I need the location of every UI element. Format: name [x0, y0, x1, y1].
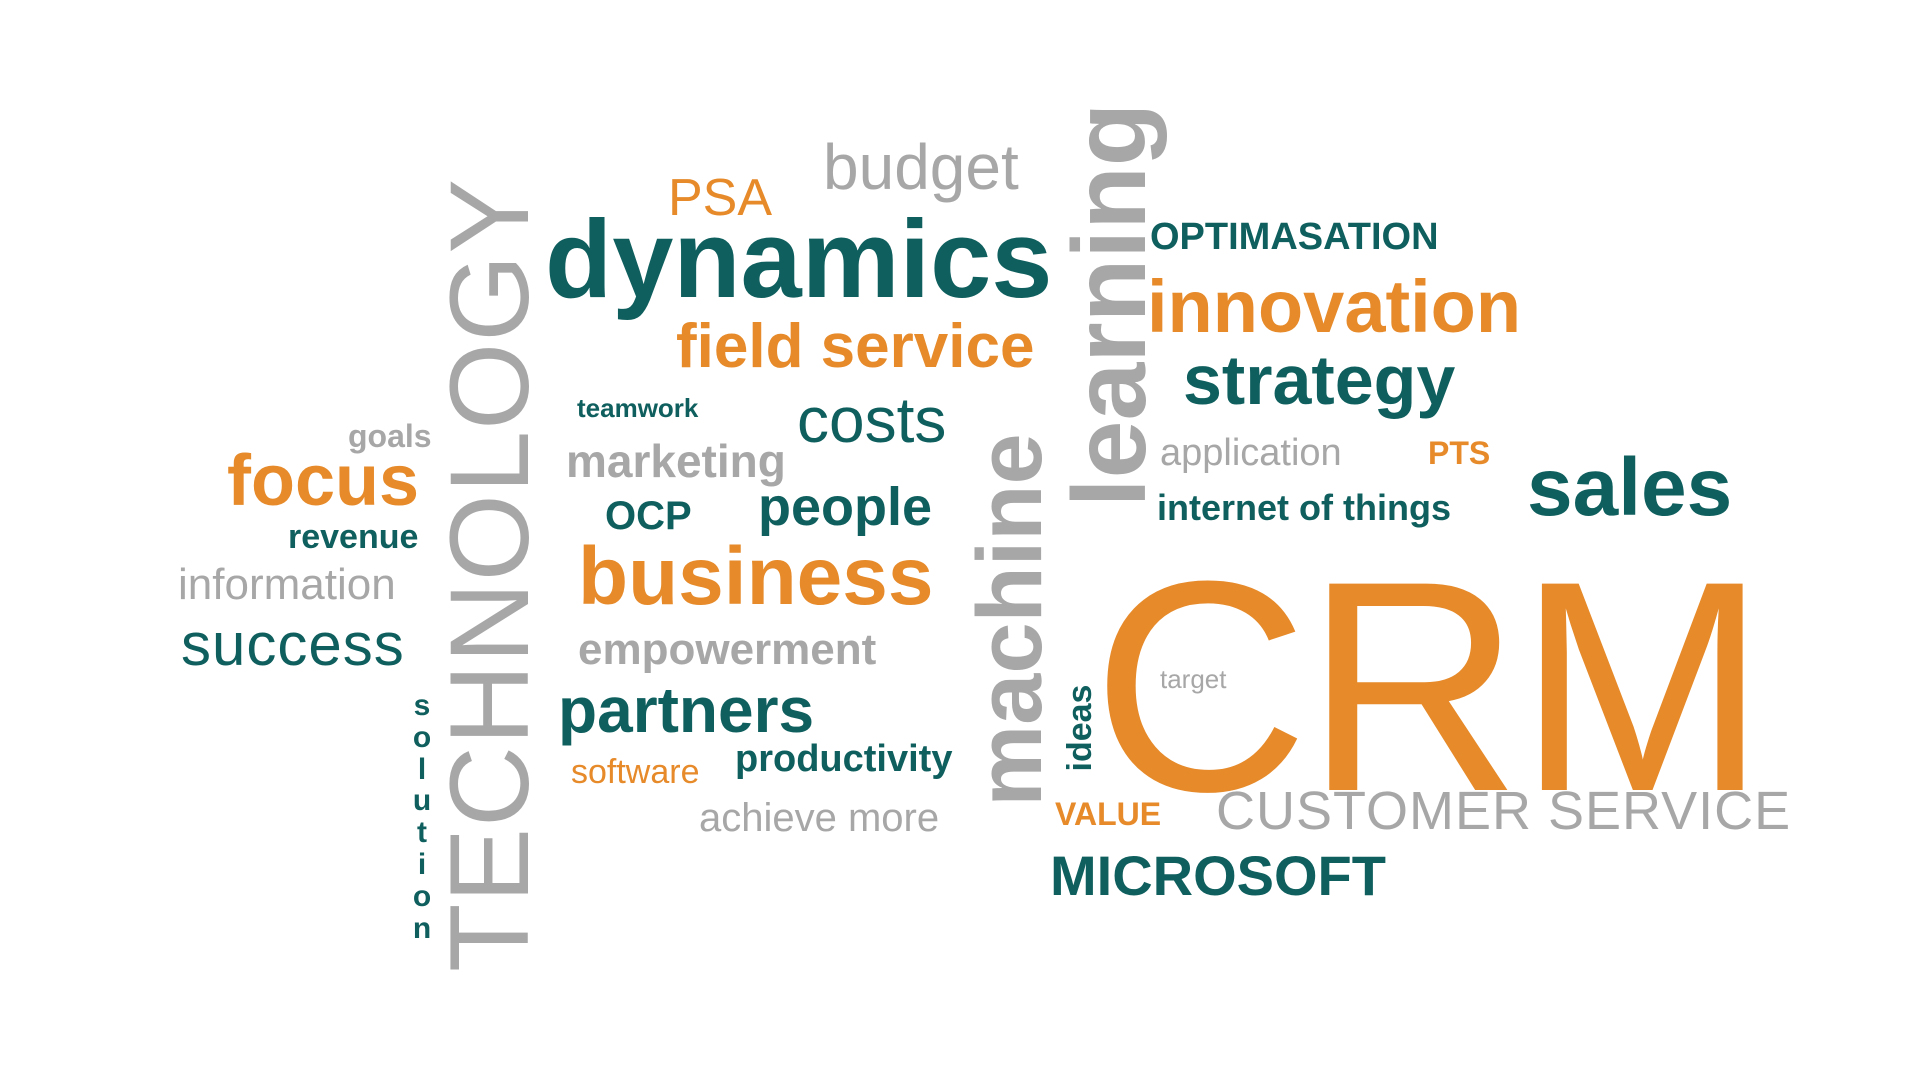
word-value: VALUE: [1055, 796, 1162, 832]
word-internet-of-things: internet of things: [1157, 487, 1451, 528]
word-information: information: [178, 560, 396, 609]
word-solution: s o l u t i o n: [413, 690, 431, 944]
word-crm: CRM: [1092, 518, 1767, 854]
word-ocp: OCP: [605, 494, 692, 538]
word-focus: focus: [227, 441, 420, 521]
word-sales: sales: [1527, 442, 1733, 533]
word-strategy: strategy: [1183, 341, 1456, 419]
word-field-service: field service: [676, 312, 1035, 381]
word-customer-service: CUSTOMER SERVICE: [1216, 781, 1792, 841]
word-business: business: [578, 531, 934, 622]
solution-letter: s: [413, 688, 431, 722]
word-achieve-more: achieve more: [699, 796, 940, 840]
solution-letter: t: [416, 816, 427, 849]
word-software: software: [571, 753, 700, 791]
word-partners: partners: [558, 674, 815, 746]
word-machine: machine: [959, 433, 1061, 807]
word-empowerment: empowerment: [578, 625, 877, 674]
word-success: success: [181, 611, 405, 678]
solution-letter: u: [412, 784, 432, 818]
word-dynamics: dynamics: [545, 198, 1053, 321]
word-costs: costs: [797, 384, 947, 456]
word-technology: TECHNOLOGY: [427, 177, 552, 973]
word-teamwork: teamwork: [577, 393, 699, 423]
word-people: people: [758, 477, 933, 537]
word-microsoft: MICROSOFT: [1050, 844, 1386, 907]
word-application: application: [1160, 432, 1342, 474]
word-revenue: revenue: [288, 518, 419, 556]
word-goals: goals: [348, 418, 432, 454]
word-pts: PTS: [1428, 435, 1491, 471]
word-innovation: innovation: [1147, 265, 1522, 348]
word-psa: PSA: [668, 169, 773, 227]
solution-letter: o: [412, 879, 432, 913]
word-target: target: [1160, 664, 1227, 694]
solution-letter: i: [417, 847, 427, 881]
word-productivity: productivity: [735, 738, 953, 780]
solution-letter: o: [412, 720, 432, 754]
solution-letter: l: [417, 752, 427, 786]
word-marketing: marketing: [566, 435, 786, 487]
word-optimasation: OPTIMASATION: [1150, 216, 1439, 258]
word-budget: budget: [823, 131, 1019, 203]
solution-letter: n: [412, 911, 432, 945]
